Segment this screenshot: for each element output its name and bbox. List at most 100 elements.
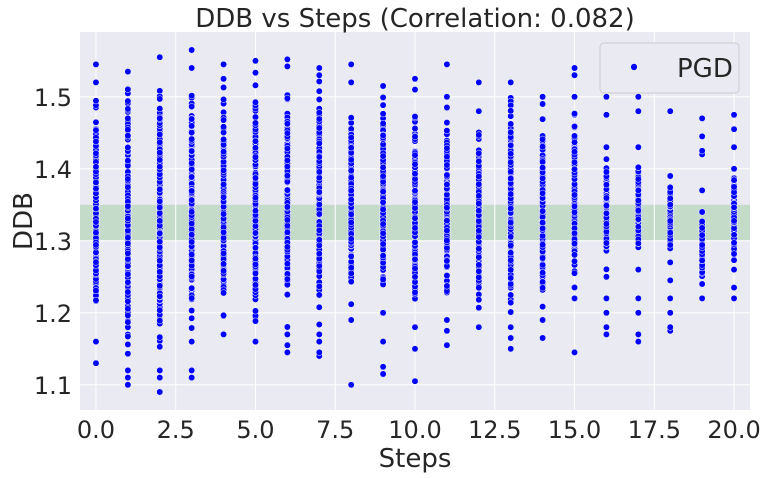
data-point: [283, 228, 291, 236]
data-point: [539, 278, 547, 286]
data-point: [602, 202, 610, 210]
data-point: [443, 93, 451, 101]
data-point: [411, 198, 419, 206]
data-point: [443, 227, 451, 235]
data-point: [315, 96, 323, 103]
data-point: [539, 334, 547, 342]
data-point: [443, 316, 451, 324]
data-point: [666, 323, 674, 331]
data-point: [188, 115, 196, 123]
data-point: [188, 159, 196, 167]
data-point: [124, 249, 132, 257]
data-point: [634, 239, 642, 247]
data-point: [411, 133, 419, 141]
data-point: [124, 278, 132, 286]
data-point: [315, 291, 323, 299]
data-point: [475, 284, 483, 292]
data-point: [730, 266, 738, 274]
data-point: [666, 258, 674, 266]
data-point: [283, 156, 291, 164]
data-point: [283, 55, 291, 63]
data-point: [252, 98, 259, 106]
data-point: [602, 93, 610, 101]
data-point: [156, 306, 164, 314]
data-point: [539, 232, 547, 240]
data-point: [124, 305, 132, 313]
data-point: [315, 282, 323, 290]
data-point: [252, 229, 259, 237]
data-point: [124, 350, 132, 358]
data-point: [379, 363, 387, 371]
data-point: [124, 333, 132, 340]
data-point: [124, 157, 132, 165]
data-point: [507, 249, 515, 257]
data-point: [379, 229, 387, 237]
data-point: [411, 113, 419, 120]
data-point: [156, 388, 164, 396]
data-point: [634, 143, 642, 151]
data-point: [507, 150, 515, 158]
data-point: [698, 241, 706, 249]
data-point: [571, 269, 578, 277]
data-point: [156, 203, 164, 211]
data-point: [634, 223, 642, 231]
data-point: [92, 60, 100, 68]
data-point: [252, 255, 259, 263]
data-point: [411, 273, 419, 281]
data-point: [443, 204, 451, 212]
data-point: [571, 71, 578, 79]
data-point: [698, 218, 706, 225]
data-point: [698, 186, 706, 194]
data-point: [188, 135, 196, 143]
data-point: [475, 267, 483, 275]
data-point: [252, 119, 259, 127]
data-point: [188, 196, 196, 204]
data-point: [347, 316, 355, 324]
data-point: [411, 86, 419, 94]
data-point: [188, 273, 196, 280]
data-point: [156, 53, 164, 61]
data-point: [220, 260, 228, 268]
data-point: [475, 304, 483, 312]
data-point: [252, 261, 259, 268]
data-point: [124, 234, 132, 242]
data-point: [283, 163, 291, 170]
data-point: [507, 323, 515, 331]
data-point: [283, 275, 291, 283]
data-point: [507, 175, 515, 183]
y-tick-label: 1.1: [34, 372, 72, 400]
data-point: [602, 273, 610, 281]
data-point: [443, 161, 451, 169]
data-point: [730, 176, 738, 184]
data-point: [379, 152, 387, 160]
data-point: [475, 131, 483, 139]
data-point: [634, 330, 642, 338]
data-point: [220, 249, 228, 257]
data-point: [188, 147, 196, 155]
data-point: [283, 341, 291, 349]
data-point: [315, 78, 323, 85]
data-point: [443, 272, 451, 280]
data-point: [347, 210, 355, 218]
x-tick-label: 12.5: [468, 416, 521, 444]
data-point: [475, 149, 483, 157]
data-point: [698, 294, 706, 302]
data-point: [602, 330, 610, 338]
data-point: [347, 264, 355, 272]
data-point: [283, 186, 291, 194]
data-point: [475, 227, 483, 235]
data-point: [92, 296, 100, 304]
data-point: [124, 366, 132, 374]
data-point: [730, 284, 738, 292]
data-point: [539, 189, 547, 197]
data-point: [92, 338, 100, 346]
data-point: [539, 254, 547, 262]
data-point: [379, 188, 387, 196]
data-point: [315, 174, 323, 182]
data-point: [252, 113, 259, 121]
data-point: [571, 208, 578, 216]
data-point: [666, 276, 674, 284]
data-point: [475, 253, 483, 261]
data-point: [379, 82, 387, 90]
data-point: [124, 202, 132, 210]
